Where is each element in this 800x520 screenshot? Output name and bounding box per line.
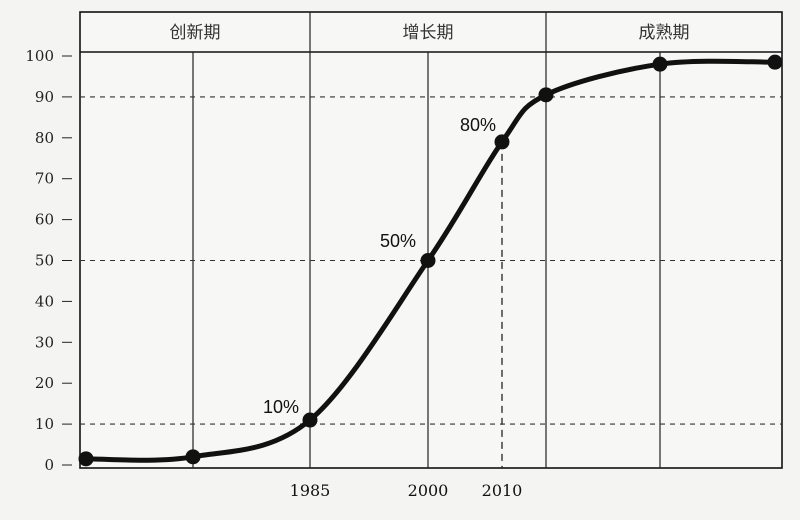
y-tick-label-10: 10 <box>35 415 54 433</box>
annotation-50-percent: 50% <box>380 231 416 251</box>
data-point-2 <box>302 412 318 428</box>
y-axis-ticks: 0 10 20 30 40 50 60 70 80 90 100 <box>25 47 72 474</box>
annotation-80-percent: 80% <box>460 115 496 135</box>
phase-label-growth: 增长期 <box>403 23 454 43</box>
y-tick-label-70: 70 <box>35 170 54 188</box>
data-point-6 <box>652 56 668 72</box>
y-tick-label-100: 100 <box>25 47 54 65</box>
annotation-10-percent: 10% <box>263 397 299 417</box>
x-axis-ticks: 1985 2000 2010 <box>290 481 523 500</box>
data-point-5 <box>538 87 554 103</box>
y-tick-label-40: 40 <box>35 292 54 310</box>
data-point-0 <box>78 451 94 467</box>
y-tick-label-90: 90 <box>35 88 54 106</box>
y-tick-label-60: 60 <box>35 211 54 229</box>
data-points <box>78 54 783 467</box>
plot-frame <box>79 11 783 469</box>
y-tick-label-0: 0 <box>44 456 54 474</box>
phase-label-maturity: 成熟期 <box>639 22 690 43</box>
data-point-7 <box>767 54 783 70</box>
y-tick-label-30: 30 <box>35 333 54 351</box>
x-tick-label-1985: 1985 <box>290 481 331 500</box>
y-tick-label-80: 80 <box>35 129 54 147</box>
y-tick-label-20: 20 <box>35 374 54 392</box>
x-tick-label-2010: 2010 <box>482 481 523 500</box>
data-point-4 <box>494 134 510 150</box>
phase-label-innovation: 创新期 <box>170 23 221 43</box>
x-tick-label-2000: 2000 <box>408 481 449 500</box>
y-tick-label-50: 50 <box>35 252 54 270</box>
s-curve-line <box>83 58 778 463</box>
data-point-1 <box>185 449 201 465</box>
data-point-3 <box>420 253 436 268</box>
